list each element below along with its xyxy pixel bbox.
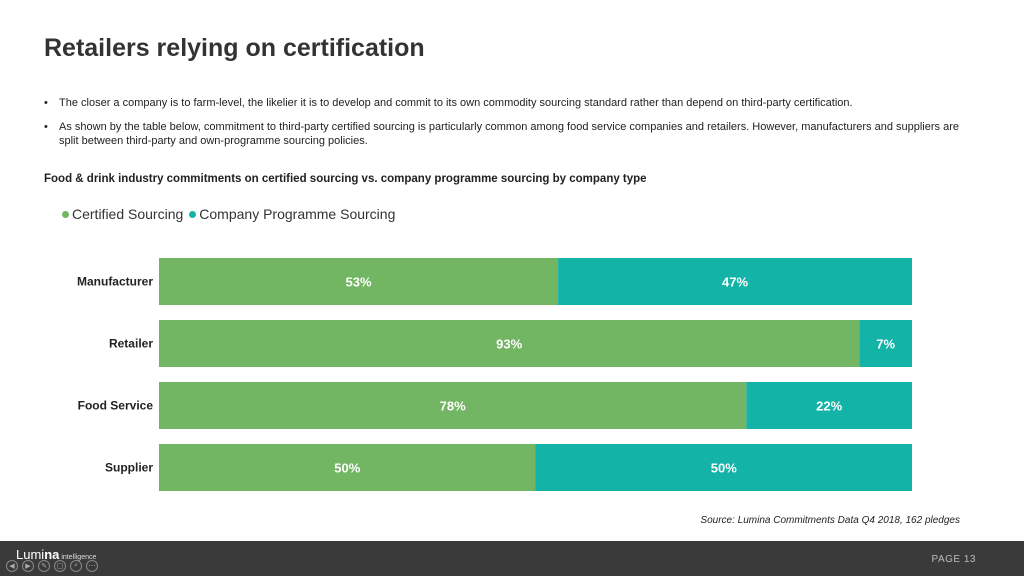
bullet-text: The closer a company is to farm-level, t…: [59, 97, 853, 109]
bar-company-programme: [859, 320, 912, 367]
source-note: Source: Lumina Commitments Data Q4 2018,…: [700, 515, 960, 526]
category-label: Manufacturer: [77, 275, 153, 289]
next-icon[interactable]: ▶: [22, 560, 34, 572]
slides-icon[interactable]: ▢: [54, 560, 66, 572]
data-label: 50%: [711, 461, 737, 476]
more-icon[interactable]: ⋯: [86, 560, 98, 572]
data-label: 53%: [346, 275, 372, 290]
legend-item-certified: Certified Sourcing: [62, 206, 183, 222]
data-label: 22%: [816, 399, 842, 414]
legend-swatch-certified: [62, 210, 69, 218]
chart-legend: Certified Sourcing Company Programme Sou…: [62, 206, 401, 222]
slide-nav: ◀ ▶ ✎ ▢ ⌕ ⋯: [6, 560, 102, 572]
bullet-text: As shown by the table below, commitment …: [59, 121, 959, 147]
data-label: 78%: [440, 399, 466, 414]
logo-bold: na: [44, 547, 60, 562]
bar-certified: [159, 258, 559, 305]
data-label: 50%: [334, 461, 360, 476]
bullet-item: • The closer a company is to farm-level,…: [44, 96, 974, 110]
bullet-item: • As shown by the table below, commitmen…: [44, 120, 974, 148]
bar-certified: [159, 444, 536, 491]
bar-certified: [159, 382, 747, 429]
chart-title: Food & drink industry commitments on cer…: [44, 173, 647, 185]
stacked-bar-chart: Manufacturer 53% 47% Retailer 93% 7% Food Serv…: [77, 258, 912, 491]
zoom-icon[interactable]: ⌕: [70, 560, 82, 572]
logo: Lumina intelligence: [16, 547, 96, 562]
legend-label-company: Company Programme Sourcing: [199, 206, 396, 222]
legend-label-certified: Certified Sourcing: [72, 206, 184, 222]
bar-company-programme: [746, 382, 912, 429]
data-label: 7%: [876, 337, 895, 352]
data-label: 93%: [496, 337, 522, 352]
page-number: PAGE 13: [931, 554, 976, 565]
legend-item-company: Company Programme Sourcing: [189, 206, 395, 222]
footer-bar: Lumina intelligence ◀ ▶ ✎ ▢ ⌕ ⋯ PAGE 13: [0, 541, 1024, 576]
logo-main: Lumi: [16, 547, 45, 562]
logo-sub: intelligence: [61, 554, 97, 561]
bullet-marker: •: [44, 121, 48, 133]
category-label: Retailer: [109, 337, 153, 351]
bar-company-programme: [535, 444, 912, 491]
prev-icon[interactable]: ◀: [6, 560, 18, 572]
page-title: Retailers relying on certification: [44, 34, 425, 62]
bullet-marker: •: [44, 97, 48, 109]
bar-certified: [159, 320, 860, 367]
legend-swatch-company: [189, 210, 197, 218]
bullet-list: • The closer a company is to farm-level,…: [44, 96, 974, 158]
category-label: Food Service: [78, 399, 154, 413]
category-label: Supplier: [105, 461, 153, 475]
pen-icon[interactable]: ✎: [38, 560, 50, 572]
data-label: 47%: [722, 275, 748, 290]
bar-company-programme: [558, 258, 912, 305]
